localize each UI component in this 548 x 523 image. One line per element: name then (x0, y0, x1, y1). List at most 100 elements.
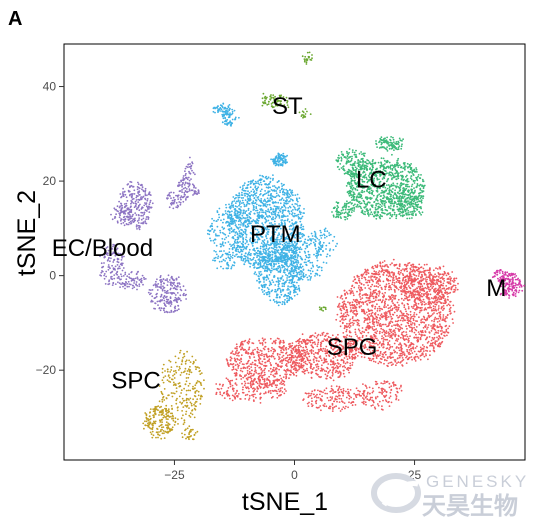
data-point (227, 110, 229, 113)
data-point (415, 176, 417, 179)
data-point (402, 351, 405, 354)
data-point (285, 228, 288, 231)
data-point (374, 312, 377, 314)
data-point (252, 188, 255, 191)
data-point (421, 191, 424, 193)
data-point (283, 257, 286, 260)
data-point (361, 197, 363, 200)
data-point (242, 211, 245, 214)
data-point (231, 210, 233, 213)
data-point (380, 267, 383, 270)
data-point (262, 224, 264, 226)
data-point (259, 262, 262, 265)
data-point (243, 203, 246, 206)
data-point (350, 196, 353, 199)
data-point (316, 269, 319, 272)
data-point (392, 138, 395, 141)
data-point (410, 185, 413, 188)
data-point (397, 334, 400, 337)
data-point (299, 255, 302, 258)
data-point (397, 361, 400, 364)
data-point (369, 294, 371, 296)
data-point (401, 273, 404, 275)
data-point (426, 342, 429, 344)
data-point (267, 219, 270, 222)
data-point (399, 210, 402, 213)
data-point (416, 184, 419, 187)
data-point (253, 239, 255, 242)
data-point (396, 182, 399, 185)
data-point (233, 240, 236, 243)
data-point (389, 357, 392, 359)
data-point (391, 153, 393, 156)
data-point (265, 186, 268, 189)
data-point (310, 267, 313, 270)
data-point (256, 254, 259, 257)
data-point (413, 187, 415, 190)
data-point (276, 214, 279, 216)
data-point (400, 147, 403, 150)
data-point (379, 330, 381, 333)
data-point (376, 303, 378, 306)
data-point (275, 162, 278, 165)
data-point (355, 205, 358, 208)
data-point (268, 280, 271, 283)
data-point (275, 192, 278, 195)
data-point (332, 215, 335, 218)
data-point (282, 193, 284, 196)
data-point (281, 197, 284, 200)
data-point (300, 273, 302, 275)
data-point (364, 301, 367, 303)
data-point (391, 167, 394, 170)
data-point (241, 250, 244, 253)
data-point (420, 319, 422, 321)
data-point (272, 233, 275, 236)
data-point (379, 322, 382, 325)
data-point (371, 272, 373, 275)
data-point (419, 212, 421, 215)
data-point (389, 313, 392, 316)
data-point (278, 232, 280, 235)
data-point (292, 228, 295, 230)
data-point (373, 321, 376, 324)
data-point (401, 143, 403, 146)
data-point (260, 242, 263, 245)
data-point (400, 297, 403, 300)
data-point (409, 345, 412, 347)
data-point (366, 281, 369, 284)
data-point (420, 213, 422, 216)
data-point (304, 238, 307, 241)
data-point (272, 185, 274, 188)
data-point (368, 309, 370, 312)
data-point (424, 286, 427, 289)
data-point (365, 204, 367, 206)
data-point (291, 219, 293, 222)
data-point (382, 146, 385, 148)
data-point (379, 217, 382, 220)
data-point (355, 153, 357, 156)
data-point (416, 171, 418, 173)
data-point (285, 188, 288, 191)
data-point (290, 282, 293, 285)
data-point (346, 322, 348, 325)
data-point (382, 157, 385, 160)
data-point (414, 356, 417, 358)
data-point (289, 189, 291, 192)
data-point (243, 192, 246, 195)
data-point (214, 107, 217, 110)
data-point (399, 188, 402, 191)
data-point (335, 245, 337, 248)
data-point (342, 154, 345, 157)
data-point (391, 337, 394, 340)
data-point (349, 304, 352, 307)
data-point (383, 204, 386, 207)
data-point (296, 263, 298, 266)
data-point (275, 255, 278, 258)
data-point (254, 180, 257, 183)
data-point (257, 196, 260, 198)
data-point (230, 204, 233, 207)
data-point (421, 195, 423, 198)
data-point (269, 269, 272, 272)
data-point (366, 314, 369, 316)
data-point (396, 163, 399, 166)
